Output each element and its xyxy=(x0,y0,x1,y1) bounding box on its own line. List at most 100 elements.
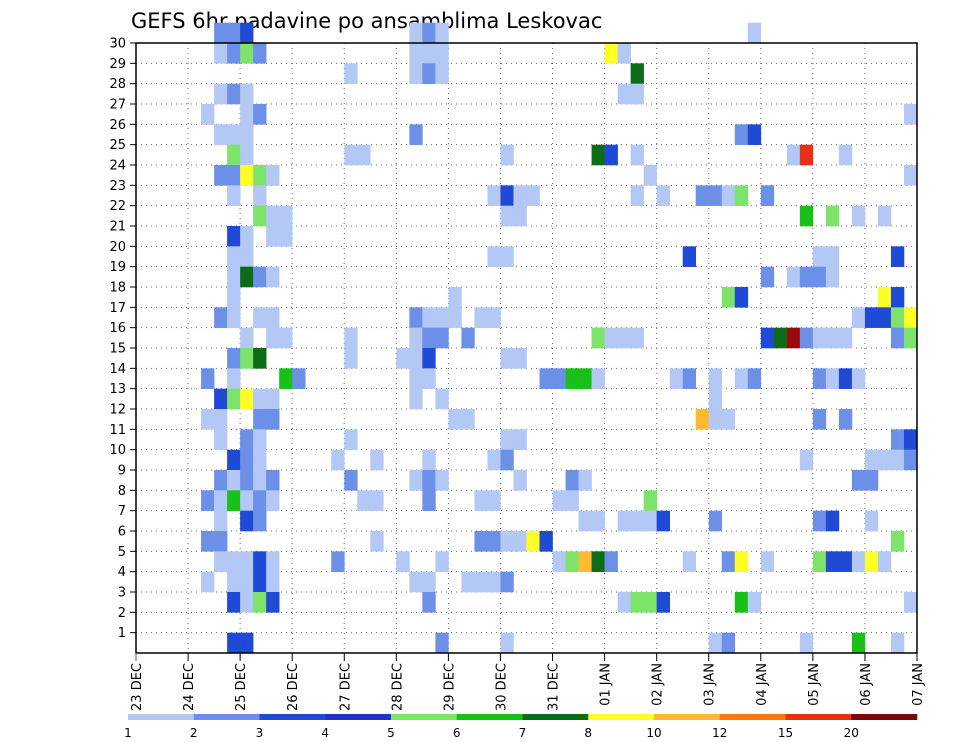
heatmap-cell xyxy=(565,551,579,572)
heatmap-cell xyxy=(214,43,228,64)
heatmap-cell xyxy=(500,205,514,227)
heatmap-cell xyxy=(786,144,801,166)
heatmap-cell xyxy=(266,226,280,247)
heatmap-cell xyxy=(409,22,423,44)
heatmap-cell xyxy=(890,246,905,267)
heatmap-cell xyxy=(552,551,566,572)
heatmap-cell xyxy=(422,571,436,593)
heatmap-cell xyxy=(539,368,553,389)
heatmap-cell xyxy=(500,531,514,552)
heatmap-cell xyxy=(487,490,501,511)
x-tick-label: 07 JAN xyxy=(911,663,926,706)
y-tick-label: 14 xyxy=(109,362,126,377)
legend-label: 3 xyxy=(256,726,264,740)
heatmap-cell xyxy=(253,266,267,288)
y-tick-label: 9 xyxy=(118,464,126,479)
heatmap-cell xyxy=(578,470,592,491)
heatmap-cell xyxy=(812,368,827,389)
heatmap-cell xyxy=(253,205,267,227)
heatmap-cell xyxy=(422,368,436,389)
y-tick-label: 7 xyxy=(118,504,126,519)
heatmap-cell xyxy=(240,327,254,349)
heatmap-cell xyxy=(266,470,280,491)
heatmap-cell xyxy=(851,205,866,227)
heatmap-cell xyxy=(513,429,527,450)
heatmap-cell xyxy=(591,510,605,532)
heatmap-cell xyxy=(708,510,723,532)
heatmap-cell xyxy=(513,205,527,227)
heatmap-cell xyxy=(851,368,866,389)
heatmap-cell xyxy=(214,531,228,552)
chart-title: GEFS 6hr padavine po ansamblima Leskovac xyxy=(131,9,602,33)
heatmap-cell xyxy=(214,388,228,410)
heatmap-cell xyxy=(630,144,644,166)
heatmap-cell xyxy=(409,571,423,593)
x-tick-label: 26 DEC xyxy=(286,663,301,711)
heatmap-cell xyxy=(526,531,540,552)
y-tick-label: 25 xyxy=(109,138,126,153)
legend-label: 20 xyxy=(844,726,859,740)
heatmap-cell xyxy=(500,571,514,593)
heatmap-cell xyxy=(227,43,241,64)
heatmap-cell xyxy=(630,510,644,532)
heatmap-cell xyxy=(253,449,267,471)
heatmap-cell xyxy=(695,185,710,206)
heatmap-cell xyxy=(266,592,280,613)
heatmap-cell xyxy=(734,124,749,145)
heatmap-cell xyxy=(708,409,723,430)
y-tick-label: 8 xyxy=(118,484,126,499)
heatmap-cell xyxy=(201,490,215,511)
heatmap-cell xyxy=(253,592,267,613)
heatmap-cell xyxy=(500,348,514,369)
y-tick-label: 19 xyxy=(109,260,126,275)
x-tick-label: 06 JAN xyxy=(859,663,874,706)
heatmap-cell xyxy=(721,287,736,308)
heatmap-cell xyxy=(227,490,241,511)
legend-color-swatch xyxy=(785,714,852,720)
heatmap-cell xyxy=(890,327,905,349)
heatmap-cell xyxy=(812,510,827,532)
heatmap-cell xyxy=(253,490,267,511)
heatmap-cell xyxy=(825,266,840,288)
heatmap-cell xyxy=(747,368,762,389)
x-tick-label: 25 DEC xyxy=(234,663,249,711)
x-tick-label: 02 JAN xyxy=(651,663,666,706)
heatmap-cell xyxy=(591,551,605,572)
heatmap-cell xyxy=(838,409,853,430)
heatmap-cell xyxy=(435,63,449,84)
heatmap-cell xyxy=(227,185,241,206)
heatmap-cell xyxy=(747,22,762,44)
x-tick-label: 03 JAN xyxy=(703,663,718,706)
legend-color-swatch xyxy=(391,714,458,720)
heatmap-cell xyxy=(708,368,723,389)
heatmap-cell xyxy=(214,551,228,572)
y-tick-label: 24 xyxy=(109,159,126,174)
heatmap-cell xyxy=(786,266,801,288)
heatmap-cell xyxy=(890,287,905,308)
y-tick-label: 21 xyxy=(109,220,126,235)
heatmap-cell xyxy=(240,124,254,145)
heatmap-cell xyxy=(851,307,866,328)
heatmap-cell xyxy=(799,632,814,654)
heatmap-cell xyxy=(253,429,267,450)
heatmap-cell xyxy=(474,307,488,328)
heatmap-cell xyxy=(643,490,657,511)
heatmap-cell xyxy=(409,307,423,328)
heatmap-cell xyxy=(877,307,892,328)
heatmap-cell xyxy=(760,551,775,572)
heatmap-cell xyxy=(825,510,840,532)
y-tick-label: 28 xyxy=(109,77,126,92)
heatmap-cell xyxy=(253,388,267,410)
heatmap-cell xyxy=(604,43,618,64)
heatmap-cell xyxy=(448,307,462,328)
heatmap-cell xyxy=(695,409,710,430)
heatmap-cell xyxy=(253,185,267,206)
heatmap-cell xyxy=(747,124,762,145)
heatmap-cell xyxy=(877,551,892,572)
y-tick-label: 23 xyxy=(109,179,126,194)
heatmap-cell xyxy=(409,348,423,369)
heatmap-cell xyxy=(903,165,918,186)
heatmap-cell xyxy=(799,144,814,166)
heatmap-cell xyxy=(279,226,293,247)
